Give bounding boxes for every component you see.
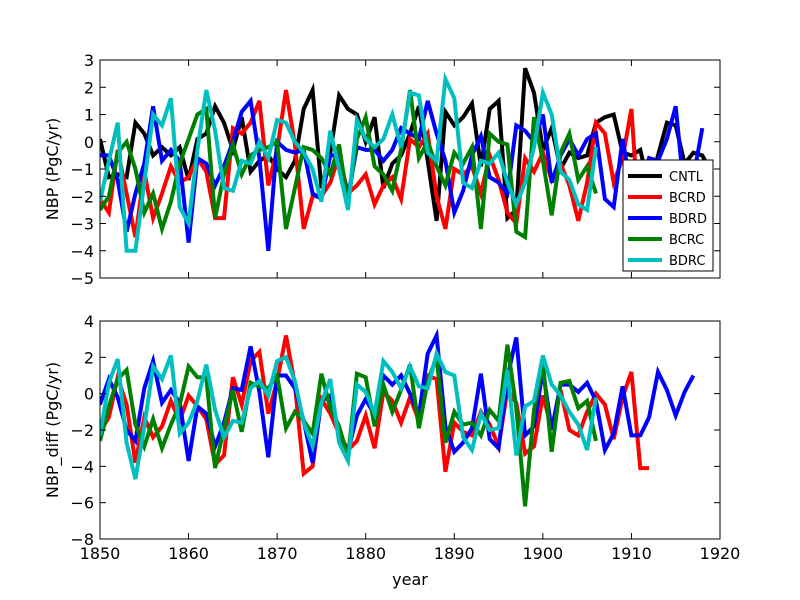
top-axes: −5 −4 −3 −2 −1 0 1 2 3 NBP (PgC/yr) CNTL BCRD BDRD… bbox=[43, 51, 721, 288]
x-axis-label: year bbox=[392, 570, 428, 589]
x-tick-label: 1880 bbox=[345, 544, 386, 563]
x-tick-label: 1870 bbox=[257, 544, 298, 563]
legend-label-bdrc: BDRC bbox=[669, 254, 705, 269]
legend-label-bdrd: BDRD bbox=[669, 212, 707, 227]
y-tick-label: −2 bbox=[70, 421, 94, 440]
y-tick-label: −5 bbox=[70, 269, 94, 288]
bottom-x-ticks: 1850 1860 1870 1880 1890 1900 1910 1920 bbox=[80, 321, 741, 563]
legend-entries: CNTL BCRD BDRD BCRC BDRC bbox=[628, 170, 707, 269]
legend-label-bcrd: BCRD bbox=[669, 191, 706, 206]
y-tick-label: −8 bbox=[70, 530, 94, 549]
top-x-ticks bbox=[99, 60, 721, 278]
y-tick-label: −6 bbox=[70, 494, 94, 513]
y-tick-label: 2 bbox=[84, 78, 94, 97]
bottom-axes: −8 −6 −4 −2 0 2 4 1850 1860 1870 1880 1890 1900 1910… bbox=[43, 312, 740, 589]
x-tick-label: 1860 bbox=[168, 544, 209, 563]
legend-frame bbox=[622, 159, 714, 272]
series-line-bdrc bbox=[100, 347, 598, 480]
y-tick-label: −1 bbox=[70, 160, 94, 179]
series-line-bdrd bbox=[100, 96, 705, 251]
x-tick-label: 1920 bbox=[700, 544, 741, 563]
y-tick-label: 1 bbox=[84, 106, 94, 125]
y-tick-label: −4 bbox=[70, 242, 94, 261]
x-tick-label: 1890 bbox=[434, 544, 475, 563]
series-line-cntl bbox=[100, 67, 713, 223]
legend-label-bcrc: BCRC bbox=[669, 233, 704, 248]
y-tick-label: 2 bbox=[84, 348, 94, 367]
y-tick-label: −2 bbox=[70, 187, 94, 206]
top-series-group bbox=[100, 67, 713, 253]
x-tick-label: 1850 bbox=[80, 544, 121, 563]
legend: CNTL BCRD BDRD BCRC BDRC bbox=[622, 159, 714, 272]
y-tick-label: 3 bbox=[84, 51, 94, 70]
y-tick-label: 0 bbox=[84, 133, 94, 152]
y-tick-label: −3 bbox=[70, 215, 94, 234]
series-line-bdrc bbox=[100, 71, 598, 253]
x-tick-label: 1910 bbox=[611, 544, 652, 563]
bottom-y-ticks: −8 −6 −4 −2 0 2 4 bbox=[70, 312, 720, 549]
bottom-series-group bbox=[100, 328, 696, 507]
legend-label-cntl: CNTL bbox=[669, 170, 704, 185]
top-y-ticks: −5 −4 −3 −2 −1 0 1 2 3 bbox=[70, 51, 720, 288]
y-tick-label: 0 bbox=[84, 385, 94, 404]
top-y-axis-label: NBP (PgC/yr) bbox=[43, 118, 62, 221]
y-tick-label: −4 bbox=[70, 457, 94, 476]
bottom-y-axis-label: NBP_diff (PgC/yr) bbox=[43, 362, 63, 498]
x-tick-label: 1900 bbox=[522, 544, 563, 563]
y-tick-label: 4 bbox=[84, 312, 94, 331]
